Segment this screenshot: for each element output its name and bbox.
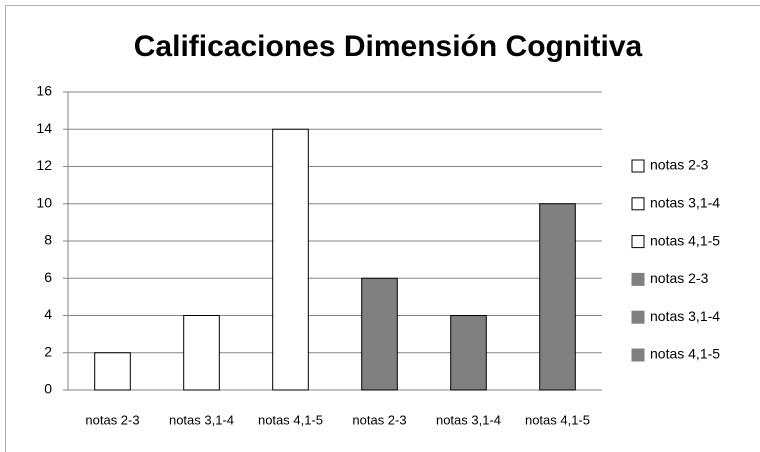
- legend-swatch: [631, 159, 645, 173]
- bar: [450, 315, 487, 391]
- x-tick-label: notas 4,1-5: [525, 412, 590, 427]
- legend-swatch: [631, 348, 645, 362]
- legend-swatch: [631, 197, 645, 211]
- legend-label: notas 2-3: [650, 270, 709, 286]
- y-tick-label: 14: [36, 120, 52, 136]
- y-tick-label: 0: [44, 381, 52, 397]
- y-tick-label: 6: [44, 269, 52, 285]
- x-tick-label: notas 2-3: [85, 412, 139, 427]
- y-tick-label: 10: [36, 194, 52, 210]
- x-tick-label: notas 4,1-5: [258, 412, 323, 427]
- legend-label: notas 4,1-5: [650, 232, 720, 248]
- legend-label: notas 4,1-5: [650, 346, 720, 362]
- legend-swatch: [631, 272, 645, 286]
- legend-swatch: [631, 235, 645, 249]
- y-tick-label: 8: [44, 232, 52, 248]
- legend-label: notas 3,1-4: [650, 308, 720, 324]
- x-tick-label: notas 2-3: [352, 412, 406, 427]
- bar: [94, 352, 131, 391]
- y-tick-label: 12: [36, 157, 52, 173]
- chart-title: Calificaciones Dimensión Cognitiva: [134, 30, 643, 63]
- y-tick-label: 2: [44, 343, 52, 359]
- y-tick-label: 16: [36, 83, 52, 99]
- legend-label: notas 3,1-4: [650, 195, 720, 211]
- bar: [183, 315, 220, 391]
- bar: [272, 128, 309, 391]
- x-tick-label: notas 3,1-4: [169, 412, 234, 427]
- bar: [361, 277, 398, 391]
- legend-label: notas 2-3: [650, 157, 709, 173]
- y-tick-label: 4: [44, 306, 52, 322]
- x-tick-label: notas 3,1-4: [436, 412, 501, 427]
- legend-swatch: [631, 310, 645, 324]
- bar: [539, 203, 576, 391]
